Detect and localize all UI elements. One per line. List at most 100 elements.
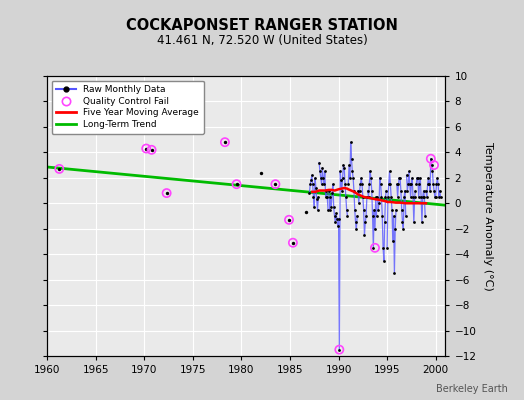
Point [354, 187, 362, 194]
Point [358, 194, 367, 200]
Point [339, 175, 347, 181]
Point [336, 168, 344, 175]
Point [435, 194, 443, 200]
Point [429, 181, 438, 187]
Point [55, 166, 63, 172]
Point [425, 181, 433, 187]
Point [352, 219, 360, 226]
Point [334, 215, 343, 222]
Point [331, 219, 340, 226]
Point [334, 223, 342, 229]
Point [362, 213, 370, 219]
Point [355, 187, 364, 194]
Point [400, 194, 408, 200]
Point [314, 194, 322, 200]
Point [406, 181, 414, 187]
Point [337, 177, 345, 184]
Point [361, 219, 369, 226]
Point [345, 162, 353, 168]
Point [326, 194, 335, 200]
Point [232, 181, 241, 187]
Point [365, 181, 374, 187]
Point [221, 139, 229, 145]
Point [377, 194, 386, 200]
Text: COCKAPONSET RANGER STATION: COCKAPONSET RANGER STATION [126, 18, 398, 33]
Point [371, 226, 379, 232]
Point [346, 139, 355, 145]
Point [321, 194, 330, 200]
Point [335, 346, 344, 353]
Point [385, 168, 394, 175]
Point [142, 145, 150, 152]
Point [318, 181, 326, 187]
Point [308, 172, 316, 178]
Point [305, 190, 313, 196]
Point [378, 213, 387, 219]
Point [433, 175, 442, 181]
Point [364, 194, 373, 200]
Point [369, 245, 378, 251]
Point [422, 194, 431, 200]
Point [285, 217, 293, 223]
Point [271, 181, 280, 187]
Point [356, 181, 365, 187]
Point [335, 346, 344, 353]
Point [364, 187, 372, 194]
Point [411, 187, 420, 194]
Point [416, 181, 424, 187]
Text: Berkeley Earth: Berkeley Earth [436, 384, 508, 394]
Point [342, 194, 350, 200]
Point [375, 200, 383, 206]
Point [401, 213, 410, 219]
Point [430, 162, 438, 168]
Point [351, 206, 359, 213]
Point [391, 226, 399, 232]
Point [359, 206, 368, 213]
Point [315, 159, 323, 166]
Point [289, 240, 297, 246]
Point [329, 181, 337, 187]
Point [328, 190, 336, 196]
Point [379, 245, 387, 251]
Point [412, 181, 420, 187]
Point [353, 213, 362, 219]
Point [401, 187, 409, 194]
Point [142, 145, 150, 152]
Point [387, 194, 396, 200]
Point [380, 257, 388, 264]
Point [324, 206, 332, 213]
Point [422, 187, 430, 194]
Point [428, 162, 436, 168]
Point [434, 181, 442, 187]
Point [394, 181, 402, 187]
Point [376, 181, 385, 187]
Point [162, 190, 171, 196]
Point [367, 187, 376, 194]
Point [398, 219, 407, 226]
Point [55, 166, 63, 172]
Point [147, 147, 156, 153]
Point [332, 210, 340, 217]
Point [306, 181, 314, 187]
Point [368, 213, 377, 219]
Point [407, 181, 416, 187]
Point [312, 185, 320, 191]
Point [321, 168, 329, 175]
Point [407, 194, 415, 200]
Point [271, 181, 280, 187]
Y-axis label: Temperature Anomaly (°C): Temperature Anomaly (°C) [483, 142, 494, 290]
Point [416, 175, 424, 181]
Point [399, 226, 408, 232]
Point [395, 175, 403, 181]
Point [309, 194, 318, 200]
Point [343, 213, 352, 219]
Point [405, 168, 413, 175]
Point [325, 187, 333, 194]
Point [410, 194, 419, 200]
Legend: Raw Monthly Data, Quality Control Fail, Five Year Moving Average, Long-Term Tren: Raw Monthly Data, Quality Control Fail, … [52, 80, 203, 134]
Point [420, 194, 429, 200]
Point [330, 204, 338, 210]
Point [349, 175, 357, 181]
Point [376, 175, 384, 181]
Point [381, 194, 390, 200]
